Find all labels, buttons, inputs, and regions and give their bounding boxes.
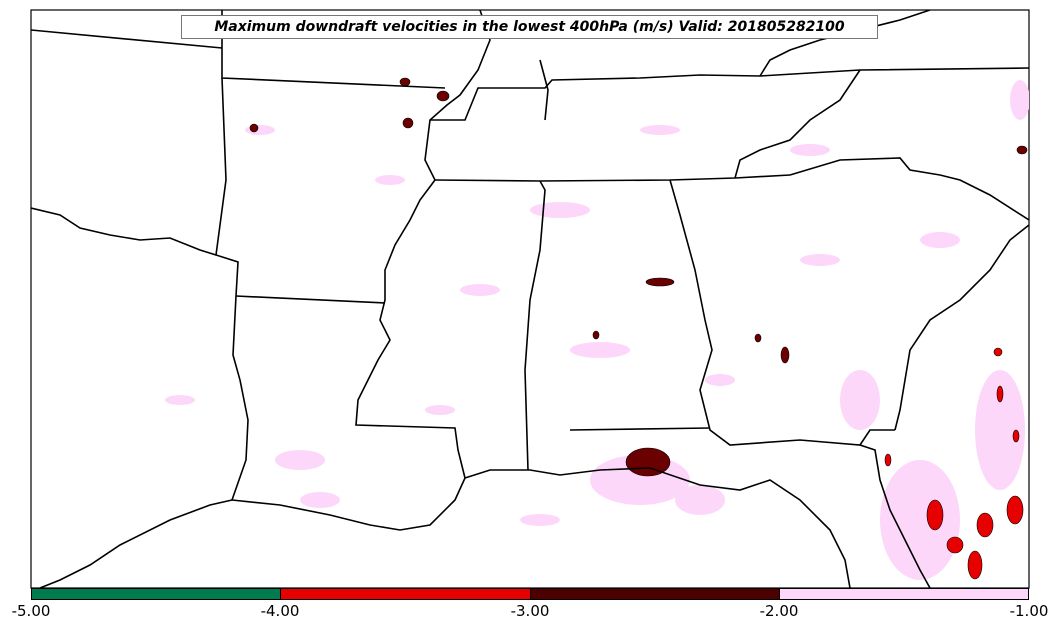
colorbar-segment-3 (529, 589, 779, 599)
colorbar-segment-4 (778, 589, 1028, 599)
colorbar-tick-2: -4.00 (260, 602, 300, 620)
colorbar-tick-5: -1.00 (1009, 602, 1049, 620)
boundaries (31, 10, 1029, 588)
strong-downdraft-cores (249, 77, 1028, 477)
map-title: Maximum downdraft velocities in the lowe… (181, 15, 878, 39)
colorbar-segment-2 (280, 589, 530, 599)
colorbar-segment-1 (32, 589, 281, 599)
red-downdraft-cores (884, 347, 1024, 580)
colorbar-tick-3: -3.00 (510, 602, 550, 620)
colorbar-tick-1: -5.00 (11, 602, 51, 620)
colorbar-tick-4: -2.00 (759, 602, 799, 620)
colorbar (31, 588, 1029, 600)
